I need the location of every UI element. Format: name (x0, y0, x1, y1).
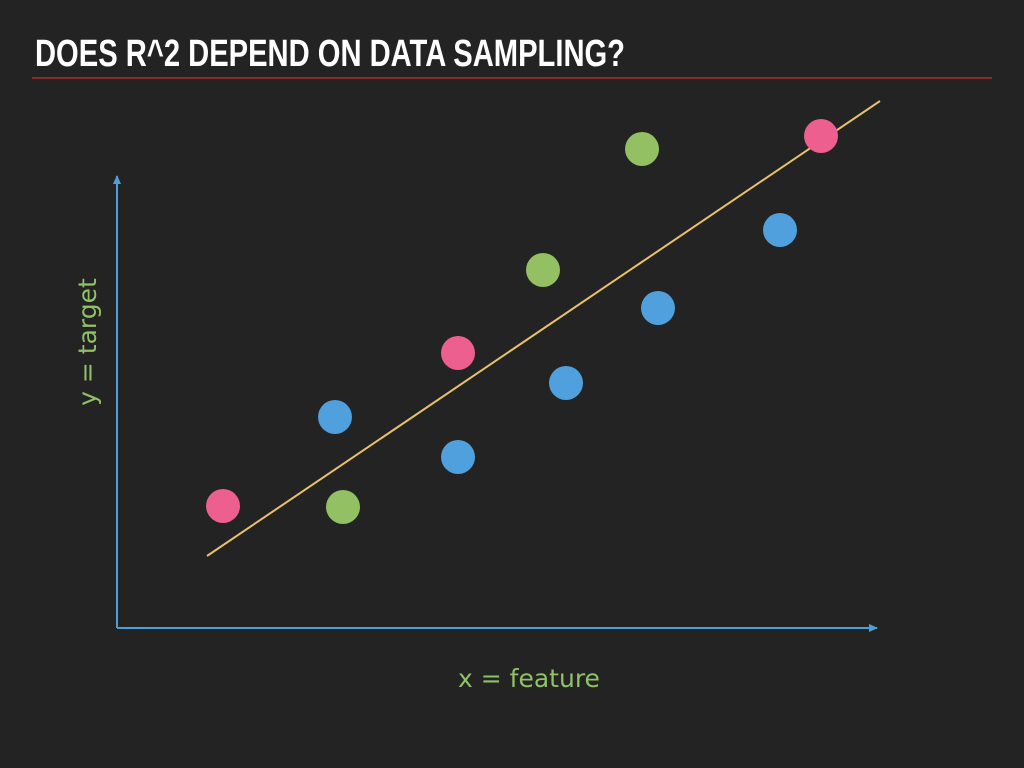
fit-line (206, 100, 881, 557)
point (641, 291, 675, 325)
point (763, 213, 797, 247)
y-axis-label: y = target (73, 278, 102, 406)
x-axis-label: x = feature (458, 664, 600, 693)
point (326, 490, 360, 524)
slide-title: DOES R^2 DEPEND ON DATA SAMPLING? (35, 33, 625, 75)
point (549, 366, 583, 400)
point (206, 489, 240, 523)
point (804, 119, 838, 153)
points (206, 119, 838, 524)
point (526, 253, 560, 287)
point (441, 336, 475, 370)
point (318, 400, 352, 434)
point (625, 132, 659, 166)
point (441, 440, 475, 474)
